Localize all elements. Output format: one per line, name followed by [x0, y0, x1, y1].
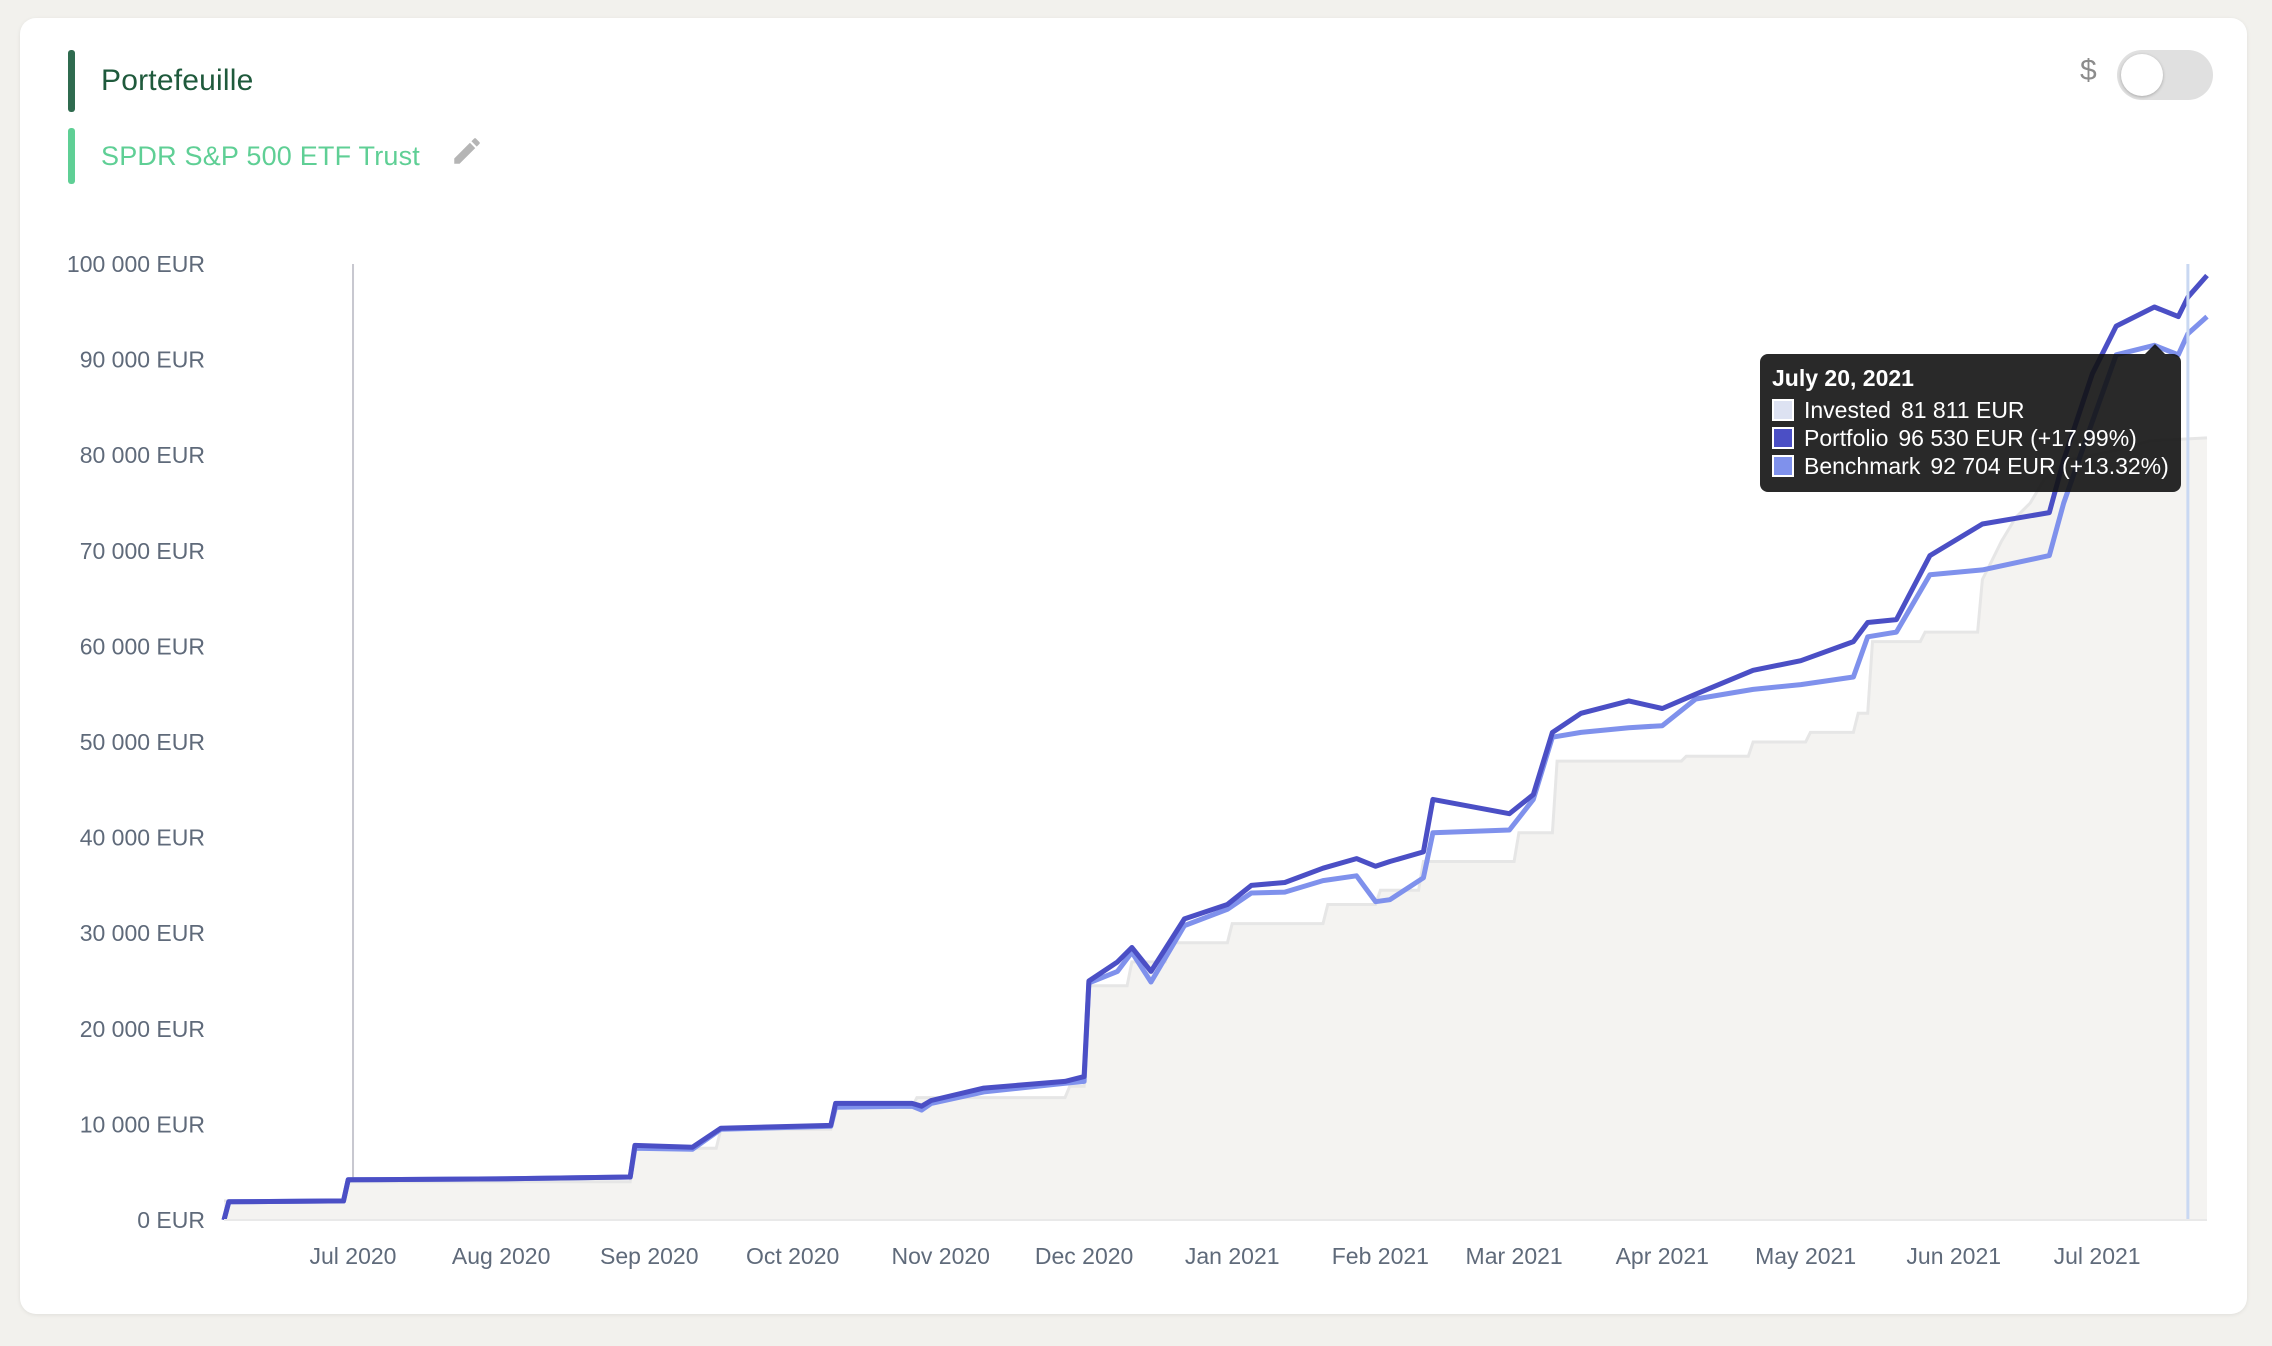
- x-tick-label: Feb 2021: [1332, 1243, 1429, 1269]
- y-tick-label: 80 000 EUR: [80, 442, 205, 468]
- currency-toggle-knob: [2121, 54, 2163, 96]
- tooltip-series-value: 96 530 EUR (+17.99%): [1898, 425, 2137, 451]
- y-tick-label: 60 000 EUR: [80, 633, 205, 659]
- y-tick-label: 70 000 EUR: [80, 538, 205, 564]
- tooltip-series-value: 92 704 EUR (+13.32%): [1930, 453, 2169, 479]
- y-tick-label: 50 000 EUR: [80, 729, 205, 755]
- pencil-icon[interactable]: [450, 134, 484, 168]
- series-invested-area: [224, 437, 2207, 1220]
- x-tick-label: Jul 2020: [310, 1243, 397, 1269]
- tooltip-row-invested: Invested 81 811 EUR: [1772, 396, 2169, 424]
- x-tick-label: Dec 2020: [1035, 1243, 1133, 1269]
- tooltip-swatch: [1772, 427, 1794, 449]
- tooltip-swatch: [1772, 455, 1794, 477]
- tooltip-rows: Invested 81 811 EUR Portfolio 96 530 EUR (+…: [1772, 396, 2169, 480]
- y-tick-label: 30 000 EUR: [80, 920, 205, 946]
- x-tick-label: Jun 2021: [1906, 1243, 2001, 1269]
- chart-tooltip: July 20, 2021 Invested 81 811 EUR Portfoli…: [1760, 344, 2181, 492]
- legend-benchmark-marker: [68, 128, 75, 184]
- x-tick-label: May 2021: [1755, 1243, 1856, 1269]
- y-tick-label: 100 000 EUR: [67, 251, 205, 277]
- tooltip-arrow: [2144, 344, 2165, 354]
- x-tick-label: Jan 2021: [1185, 1243, 1280, 1269]
- y-tick-label: 10 000 EUR: [80, 1111, 205, 1137]
- x-tick-label: Oct 2020: [746, 1243, 839, 1269]
- tooltip-row-portfolio: Portfolio 96 530 EUR (+17.99%): [1772, 424, 2169, 452]
- tooltip-series-name: Invested: [1804, 397, 1891, 423]
- x-tick-label: Nov 2020: [892, 1243, 990, 1269]
- legend-portfolio-marker: [68, 50, 75, 112]
- y-tick-label: 90 000 EUR: [80, 347, 205, 373]
- x-tick-label: Sep 2020: [600, 1243, 698, 1269]
- tooltip-swatch: [1772, 399, 1794, 421]
- legend-benchmark[interactable]: SPDR S&P 500 ETF Trust: [68, 128, 420, 184]
- tooltip-series-value: 81 811 EUR: [1900, 397, 2025, 423]
- y-tick-label: 20 000 EUR: [80, 1016, 205, 1042]
- legend-benchmark-label: SPDR S&P 500 ETF Trust: [101, 140, 421, 171]
- y-tick-label: 0 EUR: [137, 1207, 205, 1233]
- tooltip-date: July 20, 2021: [1772, 365, 1914, 391]
- x-tick-label: Jul 2021: [2054, 1243, 2141, 1269]
- currency-toggle[interactable]: [2117, 50, 2213, 100]
- tooltip-series-name: Portfolio: [1804, 425, 1889, 451]
- tooltip-row-benchmark: Benchmark 92 704 EUR (+13.32%): [1772, 452, 2169, 480]
- x-tick-label: Apr 2021: [1616, 1243, 1709, 1269]
- legend-portfolio[interactable]: Portefeuille: [68, 50, 254, 112]
- series-portfolio-line: [221, 273, 2209, 1221]
- y-tick-label: 40 000 EUR: [80, 825, 205, 851]
- tooltip-series-name: Benchmark: [1804, 453, 1921, 479]
- x-tick-label: Aug 2020: [452, 1243, 550, 1269]
- legend-portfolio-label: Portefeuille: [101, 64, 254, 97]
- x-tick-label: Mar 2021: [1466, 1243, 1563, 1269]
- currency-symbol: $: [2080, 54, 2097, 87]
